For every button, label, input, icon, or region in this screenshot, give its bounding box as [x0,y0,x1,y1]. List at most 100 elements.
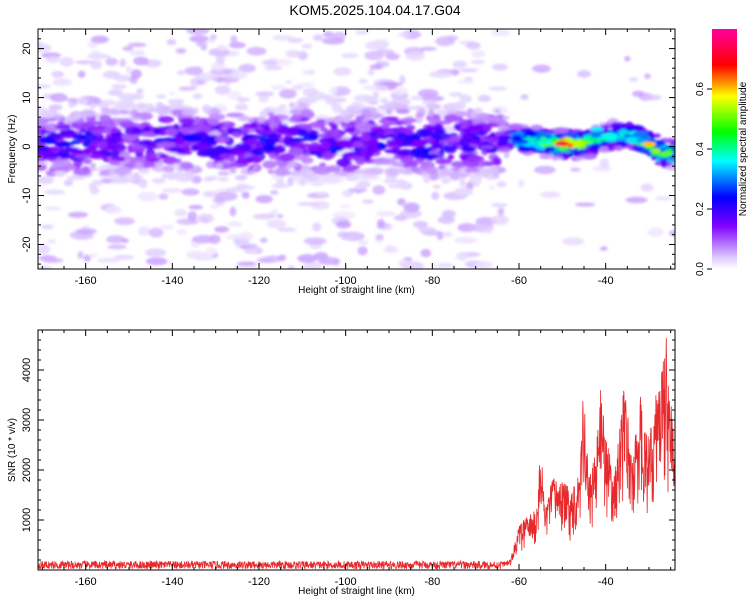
spectrogram-cell [90,139,101,146]
spectrogram-cell [386,139,404,145]
spectrogram-cell [145,107,162,112]
spectrogram-cell [217,177,230,182]
spectrogram-cell [474,260,493,269]
spectrogram-cell [552,127,569,134]
colorbar-gradient [712,29,737,269]
spectrogram-cell [137,191,158,202]
spectrogram-cell [267,169,274,174]
colorbar-tick-label: 0.0 [695,262,706,276]
snr-y-tick-label: 3000 [21,408,33,432]
snr-x-axis-label: Height of straight line (km) [298,586,415,597]
spectrogram-cell [383,177,398,184]
spectrogram-cell [378,118,390,124]
spectrogram-cell [302,262,322,269]
spectrogram-cell [321,151,333,161]
spectrogram-cell [320,140,331,149]
spectrogram-cell [285,80,293,85]
spectrogram-cell [61,142,75,147]
spectrogram-cell [137,226,151,236]
spectrogram-cell [134,161,144,170]
spectrogram-cell [255,194,273,204]
spectrogram-cell [243,246,264,255]
spectrogram-cell [448,92,464,97]
spectrogram-cell [497,135,511,142]
spectrogram-cell [105,57,119,66]
spectrogram-cell [577,70,591,78]
spectrogram-cell [429,70,453,78]
spectrogram-cell [164,127,178,136]
spectrogram-cell [438,139,447,145]
spectrogram-cell [227,90,242,101]
spectrogram-cell [217,171,230,176]
spectrogram-x-tick-label: -40 [598,275,614,287]
spectrogram-cell [182,108,196,117]
spectrogram-cell [454,187,474,197]
spectrogram-cell [276,127,292,134]
spectrogram-cell [182,134,203,143]
spectrogram-cell [312,222,322,232]
spectrogram-cell [174,208,187,217]
spectrogram-cell [266,219,287,229]
spectrogram-cell [375,85,389,92]
spectrogram-cell [345,173,361,182]
colorbar: 0.0 0.2 0.4 0.6 Normalized spectral amplitud… [695,29,749,276]
spectrogram-cell [186,250,208,260]
spectrogram-cell [302,87,319,97]
spectrogram-cell [76,97,89,105]
spectrogram-cell [346,155,363,160]
colorbar-label: Normalized spectral amplitude [738,81,749,216]
spectrogram-cell [139,132,155,137]
spectrogram-cell [375,211,396,217]
spectrogram-cell [138,179,148,189]
spectrogram-cell [354,103,364,108]
spectrogram-cell [144,248,167,257]
spectrogram-cell [186,29,210,35]
spectrogram-cell [549,150,564,155]
spectrogram-cell [246,46,267,56]
spectrogram-cell [75,228,97,235]
spectrogram-y-tick-label: -20 [21,237,33,253]
spectrogram-cell [525,131,538,137]
spectrogram-cell [47,239,57,244]
spectrogram-cell [258,95,270,103]
spectrogram-cell [401,140,411,147]
spectrogram-cell [551,136,558,143]
spectrogram-cell [274,167,289,177]
spectrogram-cell [459,94,472,103]
spectrogram-cell [320,94,329,99]
spectrogram-cell [278,104,287,109]
spectrogram-cell [184,171,195,180]
spectrogram-cell [447,154,455,160]
spectrogram-cell [44,123,59,132]
spectrogram-cell [264,138,276,147]
spectrogram-cell [38,43,52,53]
spectrogram-cell [261,59,278,66]
spectrogram-cell [259,237,268,243]
spectrogram-heatmap [38,29,675,269]
spectrogram-cell [480,145,494,150]
spectrogram-cell [238,115,250,122]
spectrogram-cell [360,173,377,179]
spectrogram-cell [49,93,68,103]
spectrogram-cell [161,173,172,178]
spectrogram-cell [160,224,175,231]
spectrogram-axes: -160 -140 -120 -100 -80 -60 -40-20-1001020Heig… [7,28,676,296]
spectrogram-cell [38,176,54,185]
spectrogram-y-tick-label: 0 [21,143,33,149]
spectrogram-cell [179,161,194,170]
spectrogram-cell [651,147,661,154]
spectrogram-cell [83,120,104,126]
spectrogram-cell [262,144,277,152]
spectrogram-cell [539,153,553,160]
spectrogram-cell [144,152,157,159]
spectrogram-cell [356,115,366,120]
spectrogram-cell [264,65,283,71]
spectrogram-cell [63,147,80,153]
spectrogram-cell [342,114,351,124]
snr-x-tick-label: -80 [424,576,440,588]
spectrogram-cell [225,186,245,193]
spectrogram-cell [113,254,135,260]
spectrogram-cell [491,203,508,208]
spectrogram-cell [252,147,264,156]
spectrogram-cell [357,239,369,246]
